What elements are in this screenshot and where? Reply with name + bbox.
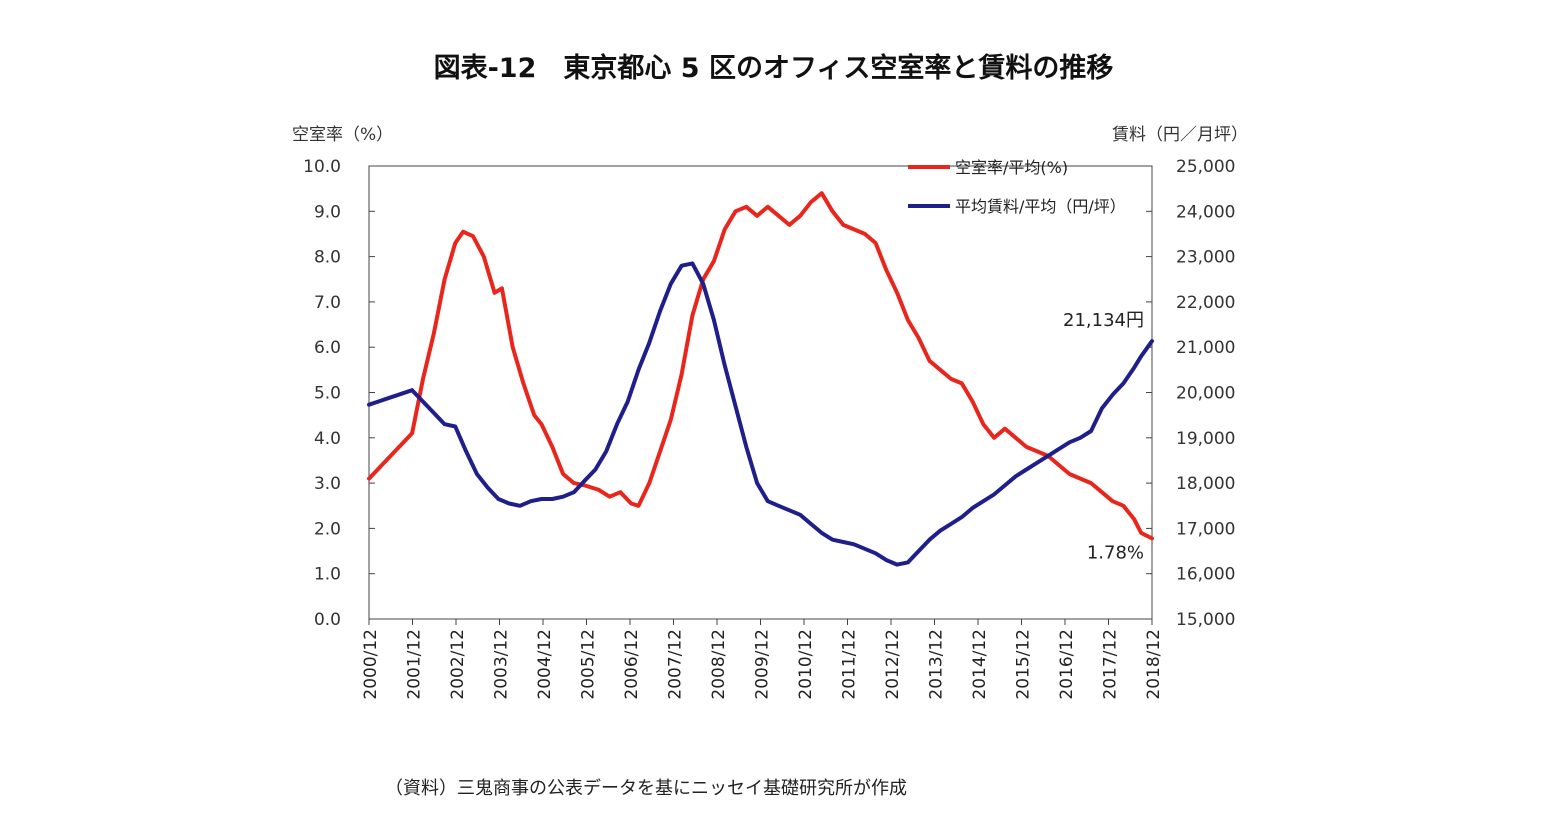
left-tick-label: 5.0 <box>314 384 341 404</box>
x-tick-label: 2004/12 <box>535 629 555 700</box>
left-tick-label: 4.0 <box>314 429 341 449</box>
right-axis-title: 賃料（円／月坪） <box>1112 125 1248 145</box>
left-tick-label: 6.0 <box>314 338 341 358</box>
x-tick-label: 2006/12 <box>622 629 642 700</box>
x-tick-label: 2007/12 <box>666 629 686 700</box>
left-tick-label: 3.0 <box>314 474 341 494</box>
x-tick-label: 2003/12 <box>492 629 512 700</box>
legend-label: 平均賃料/平均（円/坪） <box>955 197 1126 216</box>
right-tick-label: 19,000 <box>1176 429 1235 449</box>
right-tick-label: 21,000 <box>1176 338 1235 358</box>
right-tick-label: 15,000 <box>1176 610 1235 630</box>
left-axis-title: 空室率（%） <box>292 125 394 145</box>
x-tick-label: 2016/12 <box>1057 629 1077 700</box>
x-tick-label: 2015/12 <box>1014 629 1034 700</box>
left-tick-label: 7.0 <box>314 293 341 313</box>
left-tick-label: 8.0 <box>314 248 341 268</box>
legend-label: 空室率/平均(%) <box>955 158 1068 177</box>
x-tick-label: 2005/12 <box>579 629 599 700</box>
x-tick-label: 2001/12 <box>405 629 425 700</box>
right-tick-label: 25,000 <box>1176 157 1235 177</box>
x-tick-label: 2017/12 <box>1101 629 1121 700</box>
x-tick-label: 2009/12 <box>753 629 773 700</box>
vacancy-end-label: 1.78% <box>1087 542 1144 563</box>
right-tick-label: 23,000 <box>1176 248 1235 268</box>
right-tick-label: 24,000 <box>1176 202 1235 222</box>
left-tick-label: 9.0 <box>314 202 341 222</box>
source-note: （資料）三鬼商事の公表データを基にニッセイ基礎研究所が作成 <box>385 778 907 799</box>
right-tick-label: 20,000 <box>1176 384 1235 404</box>
left-tick-label: 10.0 <box>303 157 341 177</box>
x-tick-label: 2008/12 <box>709 629 729 700</box>
right-tick-label: 17,000 <box>1176 519 1235 539</box>
rent-line <box>367 261 1154 567</box>
left-tick-label: 2.0 <box>314 519 341 539</box>
x-tick-label: 2010/12 <box>796 629 816 700</box>
x-tick-label: 2012/12 <box>883 629 903 700</box>
x-tick-label: 2011/12 <box>840 629 860 700</box>
x-tick-label: 2014/12 <box>970 629 990 700</box>
x-tick-label: 2018/12 <box>1144 629 1164 700</box>
left-tick-label: 0.0 <box>314 610 341 630</box>
plot-area <box>368 165 1153 620</box>
chart-title: 図表-12 東京都心 5 区のオフィス空室率と賃料の推移 <box>433 53 1114 84</box>
vacancy-rate-line <box>367 191 1154 541</box>
x-tick-label: 2000/12 <box>361 629 381 700</box>
right-tick-label: 18,000 <box>1176 474 1235 494</box>
right-tick-label: 16,000 <box>1176 565 1235 585</box>
right-tick-label: 22,000 <box>1176 293 1235 313</box>
left-tick-label: 1.0 <box>314 565 341 585</box>
x-tick-label: 2002/12 <box>448 629 468 700</box>
rent-end-label: 21,134円 <box>1063 310 1144 331</box>
x-tick-label: 2013/12 <box>927 629 947 700</box>
